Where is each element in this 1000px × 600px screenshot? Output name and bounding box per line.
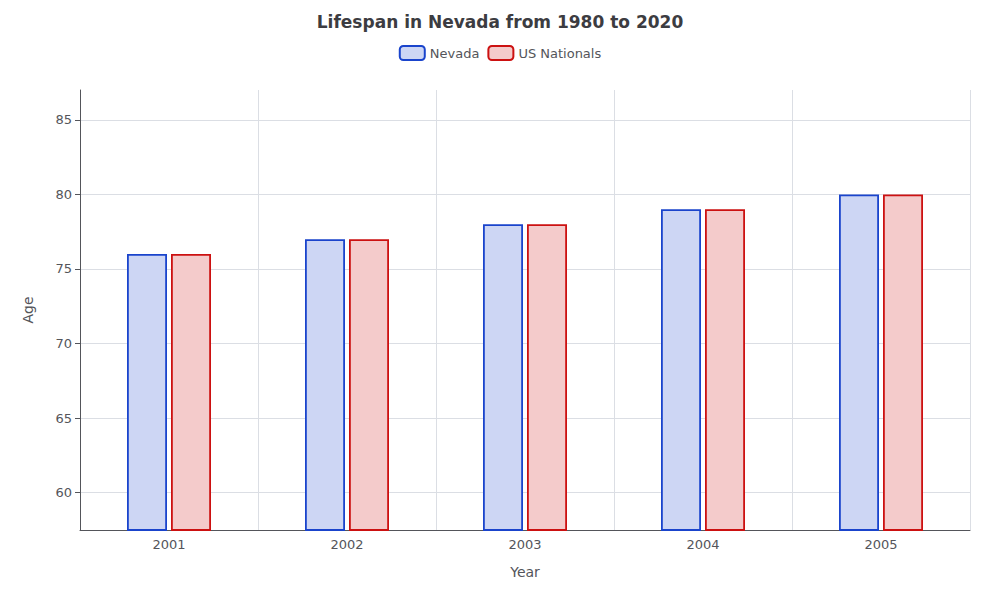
- svg-text:2001: 2001: [152, 537, 185, 552]
- svg-text:Age: Age: [20, 296, 36, 323]
- svg-text:85: 85: [55, 112, 72, 127]
- svg-text:2002: 2002: [330, 537, 363, 552]
- svg-text:2005: 2005: [864, 537, 897, 552]
- svg-text:US Nationals: US Nationals: [518, 46, 601, 61]
- svg-text:Year: Year: [509, 564, 540, 580]
- svg-text:65: 65: [55, 411, 72, 426]
- svg-text:70: 70: [55, 336, 72, 351]
- svg-text:60: 60: [55, 485, 72, 500]
- svg-text:80: 80: [55, 187, 72, 202]
- svg-text:Lifespan in Nevada from 1980 t: Lifespan in Nevada from 1980 to 2020: [317, 12, 684, 32]
- svg-text:Nevada: Nevada: [430, 46, 480, 61]
- svg-text:2003: 2003: [508, 537, 541, 552]
- svg-text:75: 75: [55, 261, 72, 276]
- svg-text:2004: 2004: [686, 537, 719, 552]
